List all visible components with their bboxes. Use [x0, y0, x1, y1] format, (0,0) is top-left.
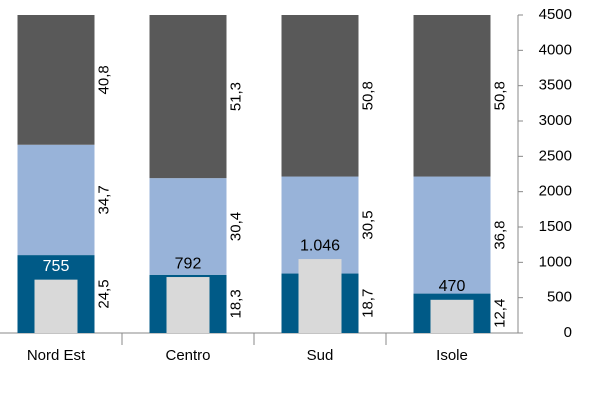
value-bar	[166, 277, 210, 333]
x-tick-label: Isole	[436, 347, 468, 364]
segment-label: 24,5	[95, 279, 112, 308]
value-label: 1.046	[300, 237, 340, 254]
x-tick-label: Sud	[306, 347, 334, 364]
segment-label: 40,8	[95, 65, 112, 94]
y2-tick-label: 3000	[539, 112, 572, 129]
value-bar	[430, 299, 474, 333]
value-label: 470	[439, 278, 466, 295]
x-tick-label: Centro	[165, 347, 211, 364]
segment-label: 18,3	[227, 289, 244, 318]
y2-tick-label: 3500	[539, 77, 572, 94]
segment-label: 18,7	[359, 289, 376, 318]
y2-tick-label: 4500	[539, 6, 572, 23]
bar-segment	[17, 15, 95, 145]
segment-label: 50,8	[491, 81, 508, 110]
bar-segment	[281, 15, 359, 177]
x-tick-label: Nord Est	[26, 347, 86, 364]
value-bar	[34, 279, 78, 333]
segment-label: 36,8	[491, 220, 508, 249]
value-label: 792	[175, 255, 202, 272]
value-bar	[298, 259, 342, 333]
y2-tick-label: 1500	[539, 218, 572, 235]
y2-tick-label: 0	[564, 324, 572, 341]
bar-segment	[413, 176, 491, 294]
y2-tick-label: 500	[547, 289, 572, 306]
segment-label: 30,4	[227, 212, 244, 241]
bar-segment	[17, 144, 95, 256]
y2-tick-label: 2000	[539, 183, 572, 200]
bar-segment	[149, 178, 227, 275]
segment-label: 34,7	[95, 185, 112, 214]
segment-label: 30,5	[359, 210, 376, 239]
bar-segment	[413, 15, 491, 177]
bar-segment	[149, 15, 227, 179]
y2-tick-label: 4000	[539, 41, 572, 58]
y2-tick-label: 1000	[539, 253, 572, 270]
segment-label: 50,8	[359, 81, 376, 110]
bar-segment	[281, 176, 359, 274]
segment-label: 51,3	[227, 82, 244, 111]
segment-label: 12,4	[491, 299, 508, 328]
value-label: 755	[43, 258, 70, 275]
y2-tick-label: 2500	[539, 147, 572, 164]
